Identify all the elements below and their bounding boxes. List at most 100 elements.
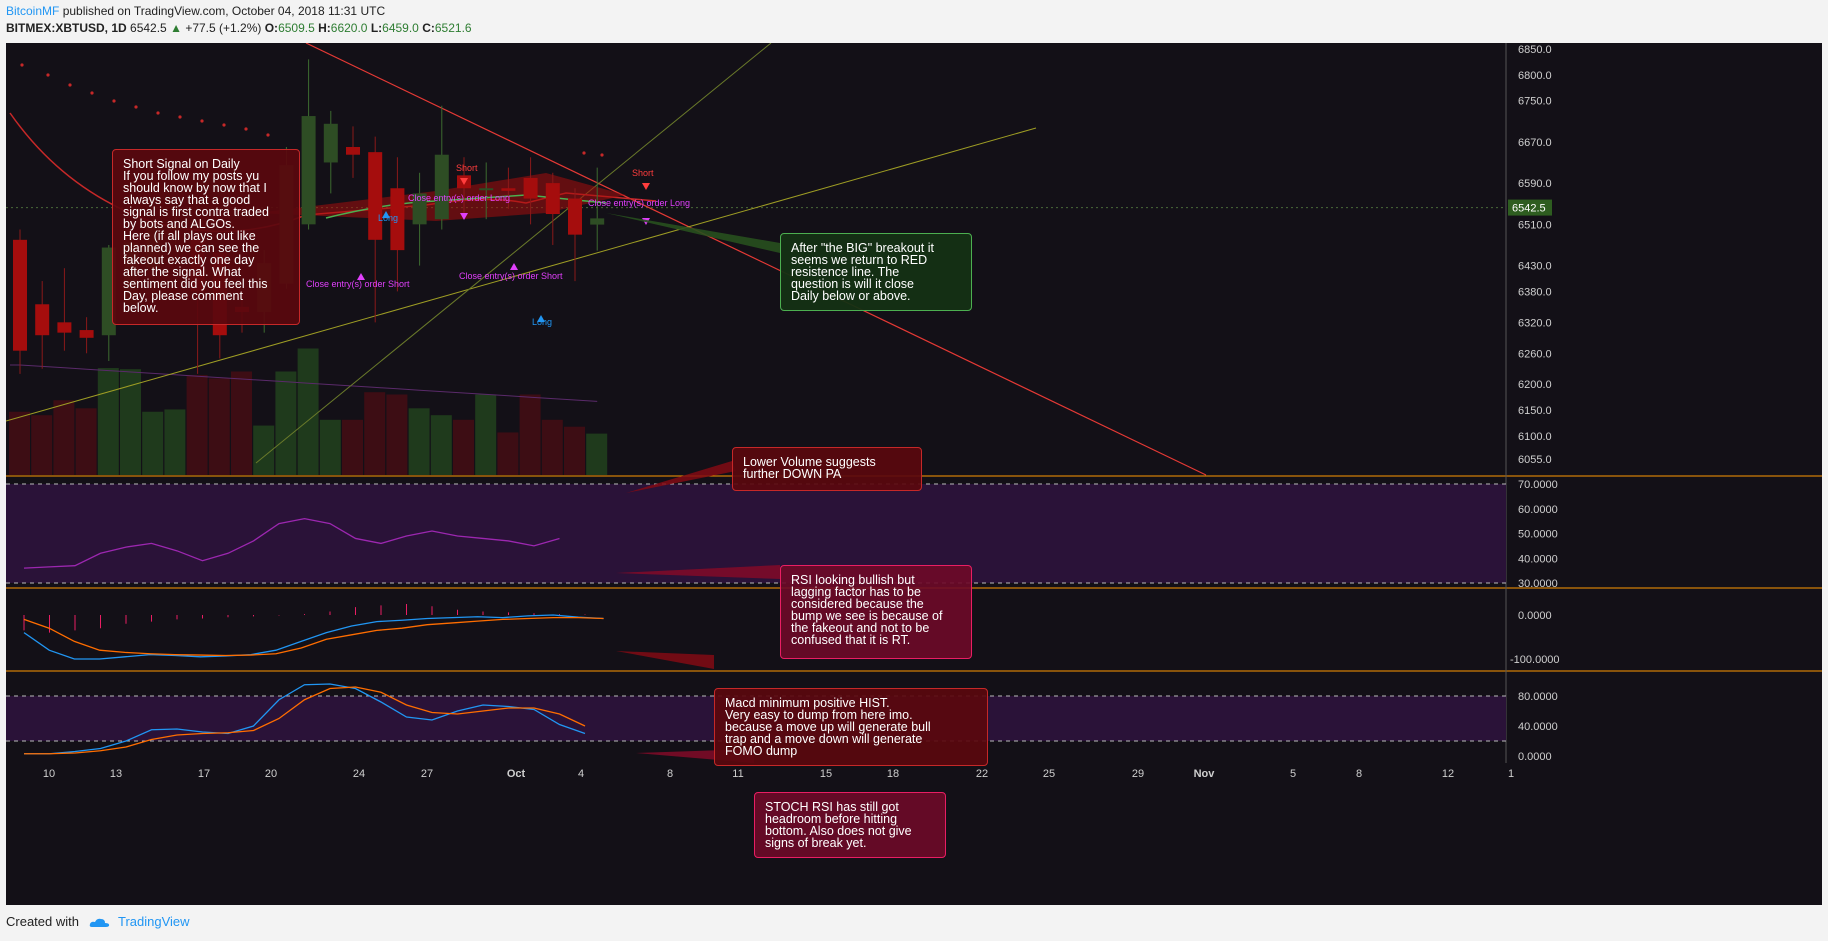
change-arrow-icon: ▲ [170, 21, 182, 35]
close-short-label: Close entry(s) order Short [459, 271, 563, 281]
candle-body [35, 304, 50, 336]
red-resistance-line [305, 42, 1207, 476]
psar-dot [134, 105, 138, 109]
candle-body [568, 198, 582, 235]
candle-body [523, 177, 538, 199]
rsi-tick-label: 70.0000 [1518, 479, 1558, 491]
time-tick-label: 29 [1132, 768, 1144, 780]
price-tick-label: 6150.0 [1518, 405, 1552, 417]
volume-bar [97, 368, 119, 475]
volume-bar [319, 419, 341, 475]
publish-line: BitcoinMF published on TradingView.com, … [6, 3, 472, 20]
candle-body [479, 188, 494, 191]
rsi-note: RSI looking bullish but lagging factor h… [780, 565, 972, 659]
stoch-k-line [24, 683, 586, 755]
breakout-note-pointer [606, 213, 780, 253]
time-tick-label: 4 [578, 768, 584, 780]
signal-arrow-icon [357, 273, 365, 280]
candle-body [368, 152, 383, 240]
volume-bar [186, 374, 208, 475]
time-tick-label: 22 [976, 768, 988, 780]
macd-note: Macd minimum positive HIST. Very easy to… [714, 688, 988, 766]
open-value: 6509.5 [278, 21, 315, 35]
olive-steep-trendline [255, 42, 772, 464]
footer: Created with TradingView [6, 914, 190, 929]
psar-dot [68, 83, 72, 87]
volume-bar [75, 408, 97, 475]
macd-signal-line [23, 616, 604, 657]
tradingview-link[interactable]: TradingView [118, 914, 190, 929]
time-tick-label: 13 [110, 768, 122, 780]
rsi-tick-label: 30.0000 [1518, 578, 1558, 590]
olive-trendline [5, 127, 1037, 422]
candle-body [390, 188, 405, 251]
open-label: O: [264, 21, 279, 35]
volume-ma-line [10, 364, 598, 402]
time-tick-label: Nov [1194, 768, 1216, 780]
time-tick-label: 24 [353, 768, 365, 780]
time-tick-label: 27 [421, 768, 433, 780]
volume-bar [120, 369, 141, 475]
volume-bar [53, 400, 75, 475]
signal-arrow-icon [642, 183, 650, 190]
volume-note: Lower Volume suggests further DOWN PA [732, 447, 922, 491]
price-tick-label: 6055.0 [1518, 454, 1552, 466]
volume-bar [586, 433, 608, 475]
psar-dot [222, 123, 226, 127]
candle-body [301, 116, 316, 225]
psar-dot [244, 127, 248, 131]
rsi-tick-label: 40.0000 [1518, 553, 1558, 565]
psar-dot [112, 99, 116, 103]
price-tick-label: 6100.0 [1518, 431, 1552, 443]
time-tick-label: 20 [265, 768, 277, 780]
volume-note-pointer [626, 461, 736, 493]
close-short-label: Close entry(s) order Short [306, 279, 410, 289]
candle-body [13, 239, 27, 351]
time-tick-label: 10 [43, 768, 55, 780]
volume-bar [297, 348, 319, 475]
stoch-tick-label: 40.0000 [1518, 721, 1558, 733]
last-price-label: 6542.5 [1512, 203, 1546, 215]
price-tick-label: 6430.0 [1518, 261, 1552, 273]
candle-body [323, 123, 338, 163]
rsi-line [23, 517, 560, 569]
time-tick-label: 17 [198, 768, 210, 780]
macd-line [23, 614, 604, 660]
price-tick-label: 6380.0 [1518, 286, 1552, 298]
breakout-note: After "the BIG" breakout it seems we ret… [780, 233, 972, 311]
stoch-d-line [24, 686, 586, 755]
price-tick-label: 6320.0 [1518, 317, 1552, 329]
short-signal-label: Short [456, 163, 478, 173]
chart-area[interactable]: 6850.0 6800.0 6750.0 6670.0 6590.0 6510.0 6430… [5, 42, 1822, 905]
signal-arrow-icon [460, 213, 468, 220]
macd-note-pointer [616, 651, 714, 669]
psar-dot [156, 111, 160, 115]
volume-bar [231, 371, 252, 475]
author-link[interactable]: BitcoinMF [6, 4, 60, 18]
time-tick-label: 8 [1356, 768, 1362, 780]
stoch-tick-label: 80.0000 [1518, 691, 1558, 703]
close-label: C: [422, 21, 435, 35]
price-tick-label: 6800.0 [1518, 70, 1552, 82]
time-tick-label: 12 [1442, 768, 1454, 780]
candle-body [434, 154, 449, 220]
volume-bar [364, 392, 386, 475]
price-change: +77.5 (+1.2%) [185, 21, 262, 35]
symbol-label: BITMEX:XBTUSD, 1D [6, 21, 127, 35]
time-tick-label: Oct [507, 768, 526, 780]
volume-bar [408, 408, 430, 475]
psar-dot [266, 133, 270, 137]
price-tick-label: 6750.0 [1518, 96, 1552, 108]
volume-bar [564, 426, 585, 475]
volume-bar [164, 409, 186, 475]
psar-dot [582, 151, 586, 155]
last-price: 6542.5 [130, 21, 167, 35]
publish-info: published on TradingView.com, October 04… [62, 4, 386, 18]
candle-body [590, 218, 605, 225]
low-label: L: [370, 21, 383, 35]
candle-body [412, 193, 427, 225]
volume-bar [142, 411, 164, 475]
volume-bar [31, 415, 53, 475]
high-value: 6620.0 [330, 21, 368, 35]
price-tick-label: 6850.0 [1518, 44, 1552, 56]
